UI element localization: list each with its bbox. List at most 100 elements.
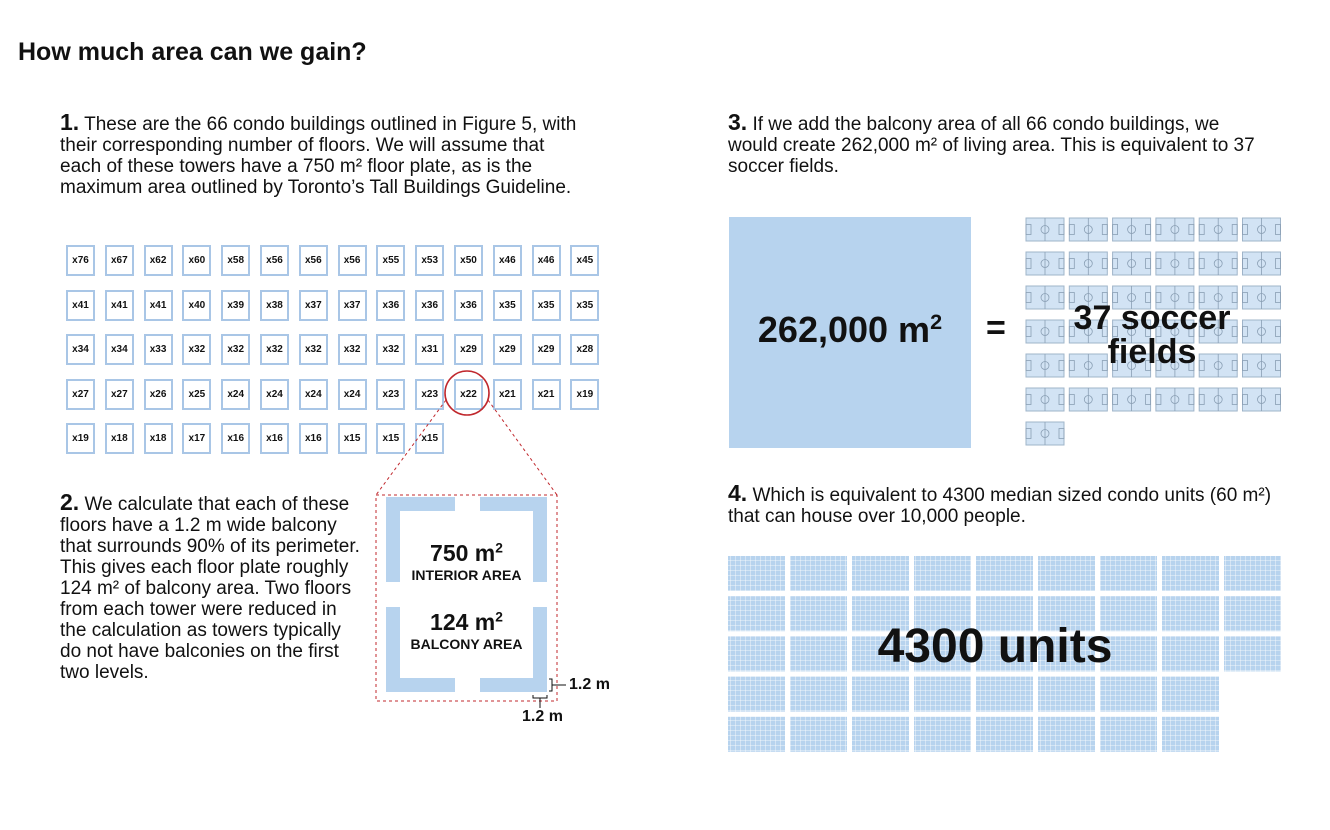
soccer-field	[1198, 353, 1238, 378]
soccer-field	[1068, 217, 1108, 242]
soccer-field	[1112, 217, 1152, 242]
soccer-field	[1025, 285, 1065, 310]
soccer-field	[1198, 285, 1238, 310]
soccer-fields-line-2: fields	[1107, 333, 1197, 371]
tower-box: x29	[454, 334, 483, 365]
callout-line-right	[487, 399, 558, 496]
soccer-field	[1198, 319, 1238, 344]
unit-block	[852, 716, 909, 752]
tower-box: x23	[415, 378, 445, 410]
tower-box: x23	[376, 378, 406, 410]
tower-box: x35	[531, 289, 561, 321]
soccer-field	[1242, 353, 1281, 378]
tower-box: x24	[221, 378, 251, 410]
unit-block	[852, 556, 909, 591]
step-1-number: 1.	[60, 109, 80, 135]
unit-block	[728, 556, 785, 591]
unit-block	[852, 596, 909, 632]
page-title: How much area can we gain?	[18, 38, 367, 66]
tower-box: x15	[415, 423, 445, 454]
equals-sign: =	[986, 309, 1006, 347]
step-2-body: We calculate that each of these floors h…	[60, 494, 360, 683]
balcony-area-unit-sup: 2	[495, 609, 503, 625]
soccer-field	[1025, 353, 1065, 378]
unit-block	[1038, 716, 1095, 752]
soccer-field	[1155, 285, 1195, 310]
tower-box: x29	[492, 334, 522, 365]
tower-box: x46	[492, 245, 522, 276]
tower-box: x32	[182, 334, 212, 365]
tower-box: x32	[221, 334, 251, 365]
unit-block	[852, 636, 909, 672]
interior-area-unit-sup: 2	[495, 540, 503, 556]
tower-box: x18	[104, 423, 134, 454]
tower-box: x26	[143, 378, 173, 410]
step-3-text: 3. If we add the balcony area of all 66 …	[728, 109, 1268, 178]
soccer-field	[1198, 387, 1238, 412]
unit-block	[1162, 676, 1219, 712]
tower-box: x35	[570, 289, 600, 321]
unit-block	[976, 676, 1033, 712]
soccer-field	[1198, 251, 1238, 276]
tower-box: x15	[376, 423, 406, 454]
total-area-label: 262,000 m2	[729, 309, 971, 351]
soccer-field	[1068, 353, 1108, 378]
step-2-number: 2.	[60, 489, 80, 515]
tower-box: x62	[143, 245, 173, 276]
balcony-area-label: 124 m2 BALCONY AREA	[400, 609, 533, 652]
soccer-field	[1025, 319, 1065, 344]
unit-block	[976, 716, 1033, 752]
step-3-number: 3.	[728, 109, 748, 135]
unit-block	[1038, 676, 1095, 712]
tower-box: x27	[66, 378, 95, 410]
tower-box: x41	[143, 289, 173, 321]
soccer-field	[1068, 319, 1108, 344]
unit-block	[1224, 636, 1281, 672]
unit-block	[914, 556, 971, 591]
tower-box: x32	[376, 334, 406, 365]
unit-block	[1100, 556, 1157, 591]
soccer-field	[1242, 217, 1281, 242]
tower-box: x46	[531, 245, 561, 276]
soccer-field	[1155, 217, 1195, 242]
tower-box: x32	[337, 334, 367, 365]
tower-box: x17	[182, 423, 212, 454]
tower-box: x55	[376, 245, 406, 276]
unit-block	[1038, 556, 1095, 591]
tower-box: x29	[531, 334, 561, 365]
tower-box: x16	[221, 423, 251, 454]
tower-box: x36	[454, 289, 483, 321]
soccer-field	[1242, 251, 1281, 276]
soccer-field	[1025, 251, 1065, 276]
balcony-ring	[386, 497, 547, 692]
unit-block	[914, 676, 971, 712]
tower-box: x40	[182, 289, 212, 321]
total-area-value: 262,000 m	[757, 309, 931, 350]
tower-box: x27	[104, 378, 134, 410]
dimension-marks	[532, 678, 566, 708]
unit-block	[914, 716, 971, 752]
unit-block	[728, 716, 785, 752]
tower-box: x21	[531, 378, 561, 410]
step-1-body: These are the 66 condo buildings outline…	[60, 114, 577, 198]
tower-box: x16	[260, 423, 289, 454]
unit-block	[1100, 596, 1157, 632]
soccer-field	[1242, 387, 1281, 412]
callout-line-left	[375, 399, 447, 496]
tower-box: x24	[337, 378, 367, 410]
tower-box: x24	[298, 378, 328, 410]
soccer-field	[1198, 217, 1238, 242]
unit-block	[790, 636, 847, 672]
step-4-body: Which is equivalent to 4300 median sized…	[728, 485, 1272, 527]
tower-box: x37	[337, 289, 367, 321]
dimension-bottom: 1.2 m	[522, 708, 563, 725]
soccer-field	[1112, 387, 1152, 412]
tower-box: x19	[570, 378, 600, 410]
soccer-field	[1068, 285, 1108, 310]
total-area-square	[729, 217, 971, 448]
tower-box: x36	[376, 289, 406, 321]
total-area-unit-sup: 2	[930, 309, 943, 334]
soccer-field	[1112, 353, 1152, 378]
unit-block	[1100, 676, 1157, 712]
